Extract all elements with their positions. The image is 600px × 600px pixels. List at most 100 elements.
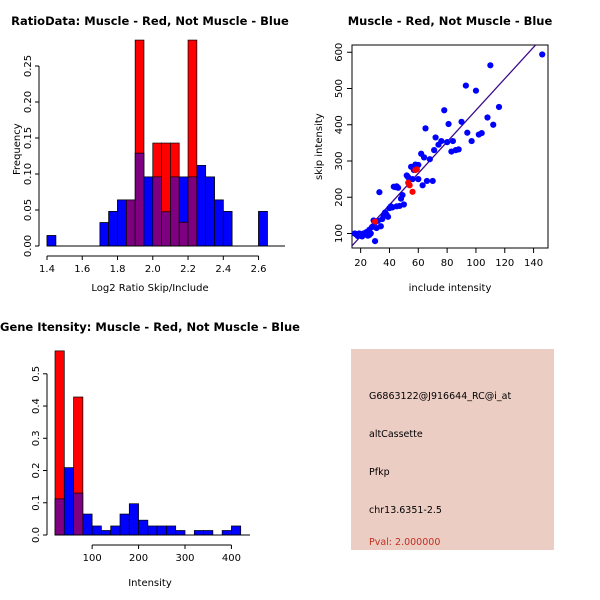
scatter-point-not-muscle (490, 121, 497, 128)
gene-bar-overlap (73, 492, 84, 536)
scatter-y-tick-label: 300 (334, 151, 345, 170)
scatter-point-muscle (413, 166, 420, 173)
scatter-ylabel: skip intensity (314, 113, 325, 180)
gene-bar-not-muscle (156, 525, 167, 536)
scatter-point-not-muscle (422, 125, 429, 132)
scatter-canvas: 100 200 300 400 500 600 20 40 60 80 100 120 140 (334, 43, 549, 269)
scatter-point-not-muscle (495, 103, 503, 111)
ratio-x-tick-label: 2.6 (251, 264, 267, 275)
info-locus: chr13.6351-2.5 (369, 505, 442, 516)
scatter-point-not-muscle (431, 147, 438, 154)
scatter-point-not-muscle (384, 213, 392, 220)
scatter-point-not-muscle (464, 129, 471, 136)
scatter-y-tick-label: 100 (334, 224, 345, 243)
scatter-point-not-muscle (371, 238, 379, 245)
gene-intensity-xlabel: Intensity (128, 578, 172, 589)
gene-x-tick-label: 400 (222, 553, 241, 564)
gene-x-tick-label: 200 (129, 553, 148, 564)
scatter-point-not-muscle (420, 154, 428, 161)
scatter-point-not-muscle (426, 156, 433, 163)
ratio-x-tick-label: 1.6 (74, 264, 90, 275)
gene-y-tick-label: 0.2 (31, 463, 42, 479)
gene-intensity-title: Gene Itensity: Muscle - Red, Not Muscle … (0, 320, 300, 334)
probe-info-panel: G6863122@J916644_RC@i_at altCassette Pfk… (351, 349, 554, 550)
info-probe-id: G6863122@J916644_RC@i_at (369, 391, 512, 402)
scatter-x-tick-label: 100 (466, 258, 485, 269)
scatter-point-not-muscle (449, 137, 456, 145)
scatter-point-not-muscle (376, 189, 383, 196)
scatter-point-not-muscle (429, 177, 436, 185)
gene-bar-overlap (54, 498, 65, 536)
scatter-x-tick-label: 20 (354, 258, 367, 269)
gene-bar-not-muscle (91, 525, 102, 536)
scatter-y-tick-label: 400 (334, 115, 345, 134)
scatter-point-not-muscle (419, 182, 426, 189)
ratio-bar-overlap (152, 176, 162, 247)
gene-bar-not-muscle (119, 513, 130, 536)
ratio-bar-overlap (161, 211, 171, 247)
scatter-point-muscle (409, 188, 416, 195)
gene-y-tick-label: 0.0 (31, 527, 42, 543)
ratio-bar-not-muscle (196, 165, 207, 247)
scatter-point-not-muscle (472, 87, 480, 94)
ratio-y-tick-label: 0.20 (23, 91, 34, 113)
gene-bar-not-muscle (128, 503, 139, 536)
scatter-point-not-muscle (432, 134, 439, 141)
ratio-bar-not-muscle (214, 199, 224, 247)
scatter-point-not-muscle (455, 146, 462, 153)
ratio-bar-not-muscle (117, 199, 127, 247)
scatter-y-tick-label: 200 (334, 188, 345, 207)
scatter-point-not-muscle (484, 114, 491, 121)
scatter-point-not-muscle (478, 129, 485, 137)
gene-x-tick-label: 100 (83, 553, 102, 564)
scatter-point-muscle (371, 218, 379, 225)
ratio-y-tick-label: 0.05 (23, 199, 34, 221)
scatter-point-not-muscle (367, 230, 374, 237)
ratio-x-tick-label: 1.8 (110, 264, 126, 275)
scatter-title: Muscle - Red, Not Muscle - Blue (347, 14, 553, 28)
scatter-point-not-muscle (539, 51, 546, 58)
info-gene-symbol: Pfkp (369, 467, 390, 478)
gene-y-tick-label: 0.3 (31, 430, 42, 446)
scatter-point-not-muscle (409, 176, 416, 183)
gene-bar-not-muscle (231, 525, 242, 536)
ratio-bar-not-muscle (108, 211, 118, 247)
ratio-histogram-xlabel: Log2 Ratio Skip/Include (91, 283, 209, 294)
scatter-point-not-muscle (415, 176, 422, 183)
scatter-point-not-muscle (395, 184, 402, 191)
scatter-panel: Muscle - Red, Not Muscle - Blue 100 200 30… (300, 0, 600, 300)
scatter-plot-frame (351, 44, 549, 249)
ratio-bar-not-muscle (205, 176, 215, 247)
scatter-point-not-muscle (462, 82, 469, 89)
ratio-x-tick-label: 2.4 (215, 264, 231, 275)
scatter-point-not-muscle (438, 137, 445, 145)
gene-bar-not-muscle (221, 530, 232, 536)
scatter-x-tick-label: 140 (524, 258, 543, 269)
ratio-histogram-panel: RatioData: Muscle - Red, Not Muscle - Bl… (0, 0, 300, 300)
scatter-point-muscle (406, 182, 413, 189)
gene-intensity-canvas: 0.0 0.1 0.2 0.3 0.4 0.5 100 200 300 400 (31, 350, 250, 564)
ratio-bar-not-muscle (99, 222, 110, 247)
ratio-y-tick-label: 0.25 (23, 55, 34, 77)
scatter-point-not-muscle (399, 191, 406, 199)
gene-bar-not-muscle (147, 525, 158, 536)
scatter-x-tick-label: 80 (441, 258, 454, 269)
ratio-histogram-canvas: 0.00 0.05 0.10 0.15 0.20 0.25 1.4 1.6 1.8 2.0 2.2 2… (23, 39, 285, 275)
gene-bar-not-muscle (193, 530, 204, 536)
gene-bar-not-muscle (82, 513, 93, 536)
scatter-point-not-muscle (487, 62, 494, 69)
ratio-bar-not-muscle (178, 176, 189, 223)
gene-bar-not-muscle (138, 519, 149, 536)
ratio-bar-overlap (187, 176, 198, 247)
ratio-bar-overlap (170, 176, 180, 247)
ratio-bar-not-muscle (222, 211, 233, 247)
gene-x-tick-label: 300 (175, 553, 194, 564)
info-pval: Pval: 2.000000 (369, 537, 441, 548)
gene-bar-not-muscle (175, 530, 186, 536)
gene-bar-not-muscle (166, 525, 177, 536)
scatter-y-tick-label: 500 (334, 79, 345, 98)
ratio-x-tick-label: 2.0 (145, 264, 161, 275)
ratio-bar-not-muscle (143, 176, 154, 247)
ratio-x-tick-label: 2.2 (180, 264, 196, 275)
